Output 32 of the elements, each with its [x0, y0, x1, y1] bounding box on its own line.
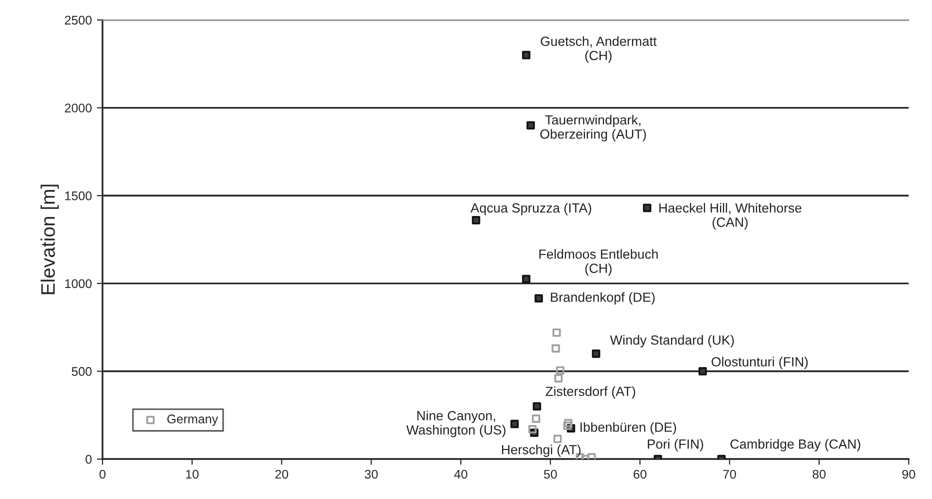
annotation: Haeckel Hill, Whitehorse (CAN)	[659, 202, 802, 230]
annotation: Feldmoos Entlebuch (CH)	[539, 249, 658, 276]
y-tick-label: 1000	[65, 279, 92, 288]
x-tick-label: 20	[275, 470, 288, 479]
annotation: Herschgi (AT)	[502, 444, 581, 457]
x-tick-label: 70	[723, 470, 736, 479]
y-tick-label: 500	[72, 367, 92, 376]
x-tick-label: 60	[634, 470, 646, 479]
y-tick-label: 0	[86, 454, 92, 464]
x-tick-label: 40	[454, 470, 468, 479]
y-tick-label: 2500	[64, 16, 92, 25]
annotation: Nine Canyon, Washington (US)	[406, 410, 506, 438]
x-tick-label: 50	[544, 470, 557, 479]
x-tick-label: 0	[100, 470, 106, 479]
x-tick-label: 10	[186, 470, 199, 479]
annotation: Windy Standard (UK)	[610, 335, 734, 348]
annotation: Pori (FIN)	[648, 439, 704, 452]
annotation: Olostunturi (FIN)	[712, 356, 808, 370]
annotation: Ibbenbüren (DE)	[580, 422, 676, 434]
annotation: Guetsch, Andermatt (CH)	[540, 36, 657, 63]
annotation: Brandenkopf (DE)	[550, 292, 655, 305]
y-tick-label: 1500	[65, 191, 92, 200]
x-tick-label: 80	[812, 470, 826, 479]
y-tick-label: 2000	[64, 104, 92, 112]
annotation: Cambridge Bay (CAN)	[730, 439, 860, 452]
legend-label: Germany	[167, 414, 218, 426]
x-tick-label: 30	[364, 470, 378, 479]
y-axis-title: Elevation [m]	[40, 184, 59, 294]
x-tick-label: 90	[902, 470, 916, 479]
annotation: Tauernwindpark, Oberzeiring (AUT)	[540, 114, 646, 142]
annotation: Zistersdorf (AT)	[546, 386, 636, 399]
annotation: Aqcua Spruzza (ITA)	[470, 202, 592, 216]
